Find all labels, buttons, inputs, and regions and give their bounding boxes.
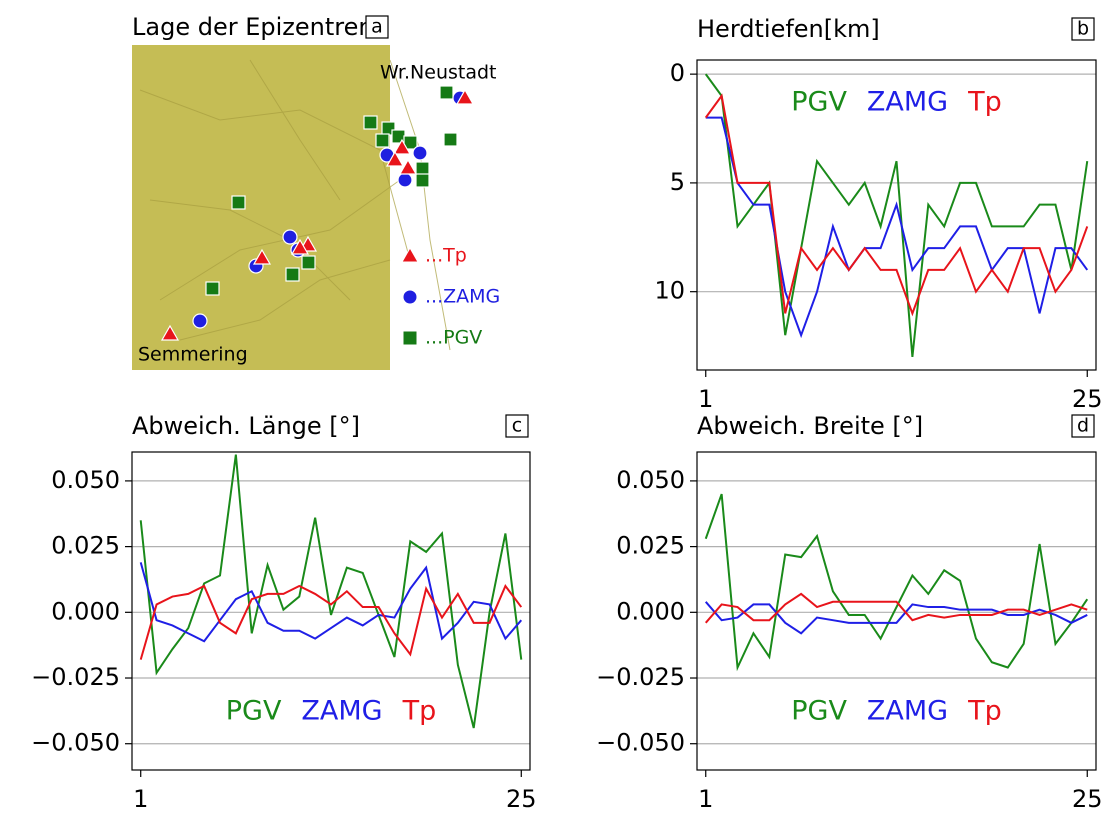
figure: Wr.Neustadt Semmering ...Tp ...ZAMG ...PGV La…	[0, 0, 1115, 814]
x-tick-label: 25	[1072, 785, 1103, 813]
panel-letter: d	[1077, 415, 1089, 437]
y-tick-label: −0.050	[596, 729, 685, 757]
y-tick-label: 0.025	[51, 532, 120, 560]
y-tick-label: 0.050	[51, 466, 120, 494]
legend-label: Tp	[402, 696, 437, 727]
x-tick-label: 25	[1072, 385, 1103, 413]
legend-label: PGV	[791, 696, 847, 727]
legend-label: ZAMG	[301, 696, 382, 727]
y-tick-label: −0.025	[31, 663, 120, 691]
legend-marker	[403, 290, 417, 304]
legend-label: ...PGV	[425, 327, 482, 349]
series-line	[706, 494, 1088, 667]
legend-label: Tp	[967, 87, 1002, 118]
panel-title: Herdtiefen[km]	[697, 15, 880, 43]
legend-label: PGV	[226, 696, 282, 727]
legend-label: PGV	[791, 87, 847, 118]
legend-label: Tp	[967, 696, 1002, 727]
panel-letter: c	[512, 415, 522, 437]
x-tick-label: 1	[698, 385, 713, 413]
y-tick-label: 0.000	[51, 597, 120, 625]
y-tick-label: −0.025	[596, 663, 685, 691]
y-tick-label: 10	[654, 277, 685, 305]
series-line	[141, 455, 522, 728]
legend-label: ZAMG	[867, 696, 948, 727]
panel-title: Abweich. Länge [°]	[132, 412, 360, 440]
y-tick-label: 0.050	[616, 466, 685, 494]
place-label: Semmering	[138, 344, 248, 366]
place-label: Wr.Neustadt	[380, 62, 497, 84]
x-tick-label: 25	[506, 785, 537, 813]
legend-marker	[402, 248, 418, 262]
x-tick-label: 1	[698, 785, 713, 813]
y-tick-label: 0	[670, 59, 685, 87]
y-tick-label: 0.025	[616, 532, 685, 560]
legend-marker	[403, 331, 417, 345]
series-line	[706, 118, 1088, 336]
legend-label: ZAMG	[867, 87, 948, 118]
panel-letter: b	[1077, 18, 1089, 40]
y-tick-label: −0.050	[31, 729, 120, 757]
panel-letter: a	[371, 16, 383, 38]
legend-label: ...Tp	[425, 245, 467, 267]
y-tick-label: 5	[670, 168, 685, 196]
legend-label: ...ZAMG	[425, 286, 500, 308]
y-tick-label: 0.000	[616, 597, 685, 625]
map-background	[132, 45, 390, 370]
panel-title: Abweich. Breite [°]	[697, 412, 923, 440]
x-tick-label: 1	[133, 785, 148, 813]
panel-title: Lage der Epizentren	[132, 13, 374, 41]
series-line	[141, 586, 522, 660]
